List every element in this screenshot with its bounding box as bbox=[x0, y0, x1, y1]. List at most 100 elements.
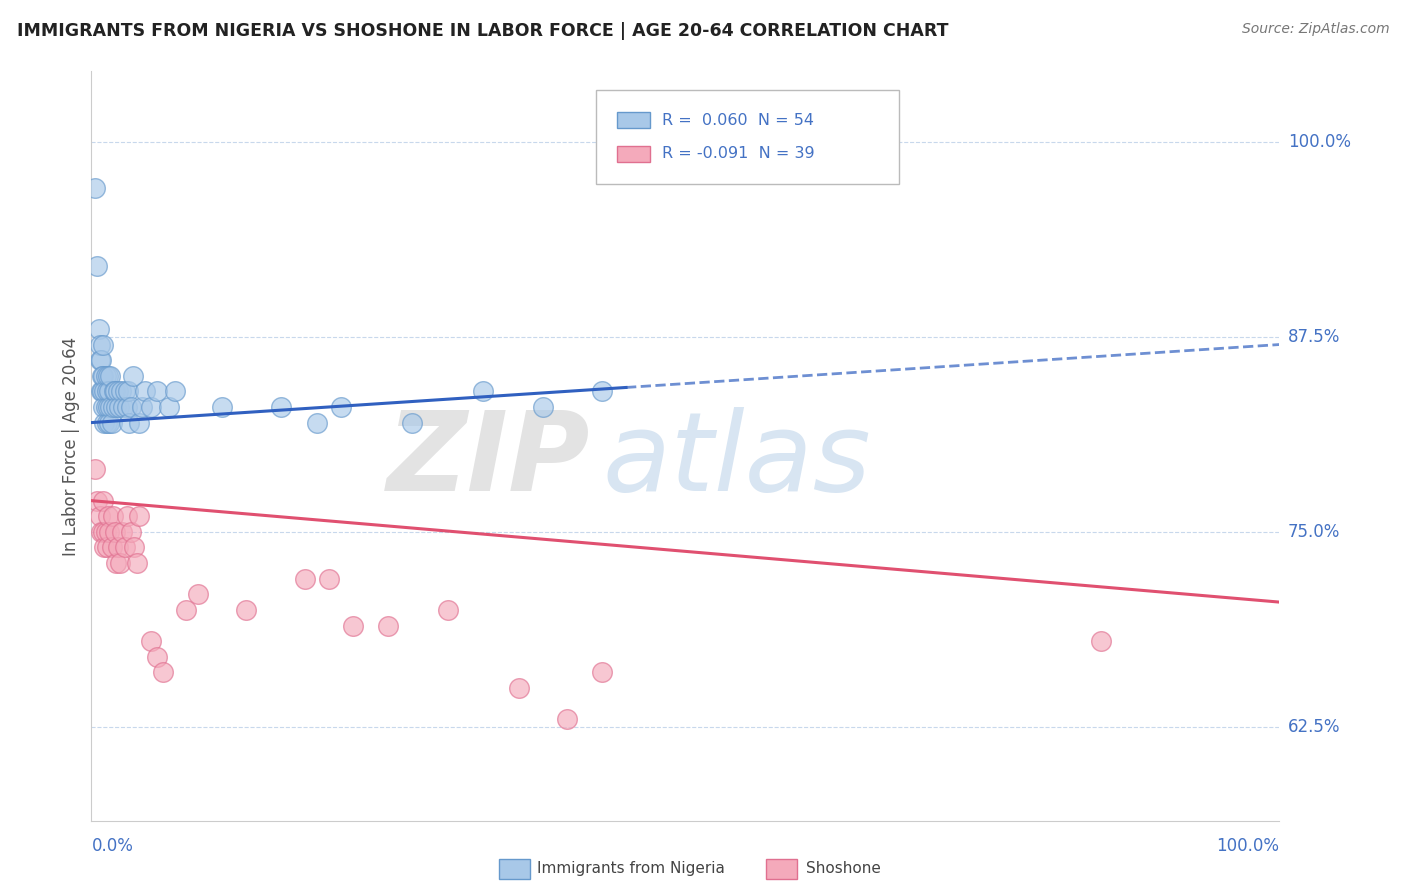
Point bbox=[122, 368, 145, 383]
Text: R =  0.060  N = 54: R = 0.060 N = 54 bbox=[662, 112, 814, 128]
Point bbox=[294, 572, 316, 586]
Point bbox=[125, 556, 148, 570]
Point bbox=[98, 416, 121, 430]
Point bbox=[110, 384, 132, 399]
Point bbox=[270, 400, 292, 414]
Point bbox=[84, 462, 107, 476]
Point bbox=[118, 416, 141, 430]
Bar bbox=[616, 112, 651, 128]
Point bbox=[591, 384, 613, 399]
Point bbox=[96, 541, 118, 555]
Point bbox=[211, 400, 233, 414]
Point bbox=[152, 665, 174, 680]
Point bbox=[122, 541, 145, 555]
Point bbox=[120, 524, 142, 539]
Point bbox=[100, 400, 122, 414]
Point bbox=[89, 353, 111, 368]
Point bbox=[96, 416, 118, 430]
Text: IMMIGRANTS FROM NIGERIA VS SHOSHONE IN LABOR FORCE | AGE 20-64 CORRELATION CHART: IMMIGRANTS FROM NIGERIA VS SHOSHONE IN L… bbox=[17, 22, 949, 40]
Text: 62.5%: 62.5% bbox=[1288, 718, 1340, 736]
Text: Immigrants from Nigeria: Immigrants from Nigeria bbox=[537, 862, 725, 876]
Point bbox=[103, 384, 125, 399]
Point bbox=[91, 368, 114, 383]
Point bbox=[101, 400, 124, 414]
Point bbox=[93, 416, 115, 430]
Point bbox=[342, 618, 364, 632]
Point bbox=[94, 400, 117, 414]
Text: R = -0.091  N = 39: R = -0.091 N = 39 bbox=[662, 146, 815, 161]
Point bbox=[115, 509, 138, 524]
Point bbox=[187, 587, 209, 601]
Point bbox=[97, 509, 120, 524]
Point bbox=[97, 400, 120, 414]
Y-axis label: In Labor Force | Age 20-64: In Labor Force | Age 20-64 bbox=[62, 336, 80, 556]
Point bbox=[91, 400, 114, 414]
Point bbox=[401, 416, 423, 430]
Point bbox=[91, 524, 114, 539]
Point bbox=[157, 400, 180, 414]
Point bbox=[145, 649, 167, 664]
Text: Source: ZipAtlas.com: Source: ZipAtlas.com bbox=[1241, 22, 1389, 37]
Point bbox=[105, 400, 128, 414]
Point bbox=[134, 384, 156, 399]
Point bbox=[508, 681, 530, 695]
Point bbox=[114, 541, 136, 555]
Point bbox=[100, 541, 122, 555]
Point bbox=[329, 400, 352, 414]
Text: atlas: atlas bbox=[602, 408, 870, 515]
Point bbox=[105, 556, 128, 570]
Point bbox=[96, 384, 118, 399]
Point bbox=[436, 603, 458, 617]
Point bbox=[131, 400, 153, 414]
Point bbox=[90, 353, 112, 368]
Point bbox=[107, 384, 129, 399]
Point bbox=[104, 524, 127, 539]
Point bbox=[91, 493, 114, 508]
Point bbox=[86, 260, 108, 274]
Point bbox=[94, 524, 117, 539]
Text: 100.0%: 100.0% bbox=[1216, 838, 1279, 855]
Point bbox=[115, 400, 138, 414]
Point bbox=[100, 416, 122, 430]
Point bbox=[84, 181, 107, 195]
Point bbox=[235, 603, 257, 617]
Point bbox=[377, 618, 399, 632]
Point bbox=[139, 634, 162, 648]
Point bbox=[107, 400, 129, 414]
Point bbox=[1090, 634, 1112, 648]
Point bbox=[98, 524, 121, 539]
Point bbox=[120, 400, 142, 414]
Point bbox=[128, 416, 150, 430]
Point bbox=[114, 384, 136, 399]
Point bbox=[91, 337, 114, 351]
Point bbox=[97, 368, 120, 383]
Point bbox=[111, 524, 134, 539]
Point bbox=[101, 509, 124, 524]
Point bbox=[98, 384, 121, 399]
Point bbox=[91, 384, 114, 399]
Point bbox=[307, 416, 329, 430]
Text: 0.0%: 0.0% bbox=[91, 838, 134, 855]
Point bbox=[93, 541, 115, 555]
Point bbox=[89, 337, 111, 351]
Text: 75.0%: 75.0% bbox=[1288, 523, 1340, 541]
Point bbox=[318, 572, 340, 586]
Point bbox=[163, 384, 186, 399]
Point bbox=[90, 524, 112, 539]
Point bbox=[93, 384, 115, 399]
Point bbox=[591, 665, 613, 680]
FancyBboxPatch shape bbox=[596, 90, 900, 184]
Point bbox=[117, 384, 139, 399]
Text: Shoshone: Shoshone bbox=[806, 862, 880, 876]
Point bbox=[555, 712, 578, 726]
Point bbox=[108, 556, 131, 570]
Point bbox=[139, 400, 162, 414]
Point bbox=[89, 509, 111, 524]
Text: ZIP: ZIP bbox=[387, 408, 591, 515]
Text: 87.5%: 87.5% bbox=[1288, 327, 1340, 346]
Point bbox=[176, 603, 198, 617]
Point bbox=[472, 384, 495, 399]
Point bbox=[86, 493, 108, 508]
Point bbox=[91, 368, 114, 383]
Bar bbox=[616, 145, 651, 162]
